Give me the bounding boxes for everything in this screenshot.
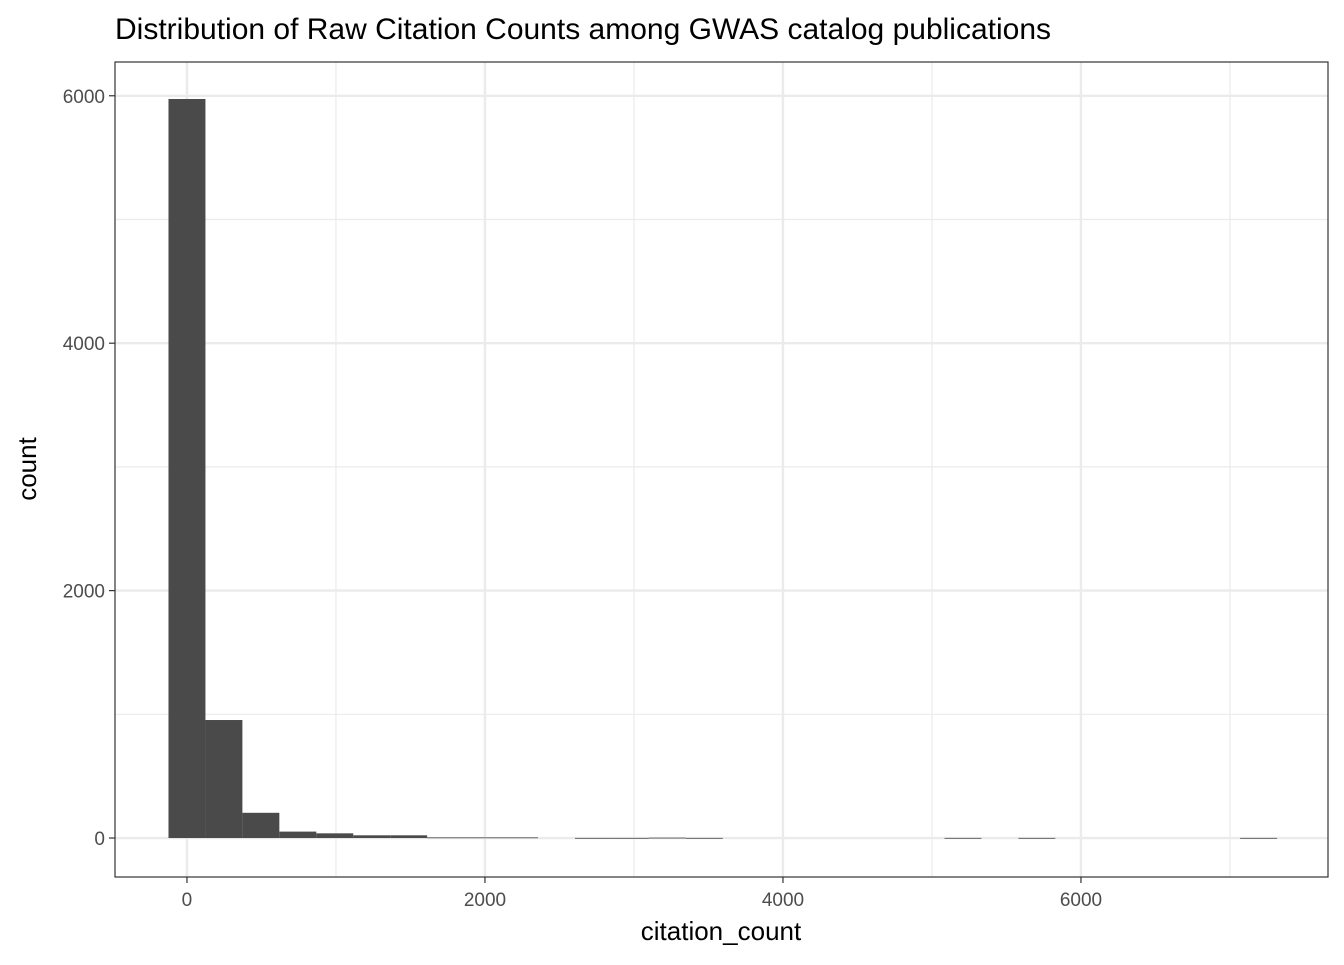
histogram-bar xyxy=(1018,837,1056,839)
histogram-bar xyxy=(1240,837,1278,839)
y-tick-label: 2000 xyxy=(63,582,105,603)
x-tick-label: 0 xyxy=(182,890,193,911)
histogram-bar xyxy=(648,837,686,839)
histogram-bar xyxy=(353,835,391,839)
y-tick-label: 0 xyxy=(94,829,105,850)
histogram-bar xyxy=(390,835,428,839)
panel-border xyxy=(114,61,1329,878)
x-tick-label: 6000 xyxy=(1060,890,1102,911)
y-axis-label: count xyxy=(12,436,42,500)
histogram-bar xyxy=(611,837,649,839)
histogram-bar xyxy=(168,98,206,839)
histogram-bar xyxy=(464,837,502,839)
histogram-bar xyxy=(944,837,982,839)
histogram-bar xyxy=(316,833,354,839)
histogram-bar xyxy=(242,812,280,839)
panel-background xyxy=(115,62,1328,877)
histogram-bar xyxy=(205,720,243,839)
bars xyxy=(168,98,1278,839)
chart-title: Distribution of Raw Citation Counts amon… xyxy=(115,13,1051,46)
histogram-bar xyxy=(574,837,612,839)
axes: 0 2000 4000 6000 0 2000 4000 6000 xyxy=(63,87,1102,911)
y-tick-label: 4000 xyxy=(63,334,105,355)
x-axis-label: citation_count xyxy=(641,916,802,946)
histogram-bar xyxy=(427,837,465,839)
histogram-bar xyxy=(501,837,539,839)
x-tick-label: 2000 xyxy=(464,890,506,911)
histogram-bar xyxy=(279,831,317,839)
x-tick-label: 4000 xyxy=(762,890,804,911)
grid xyxy=(115,62,1328,877)
histogram-bar xyxy=(685,837,723,839)
y-tick-label: 6000 xyxy=(63,87,105,108)
